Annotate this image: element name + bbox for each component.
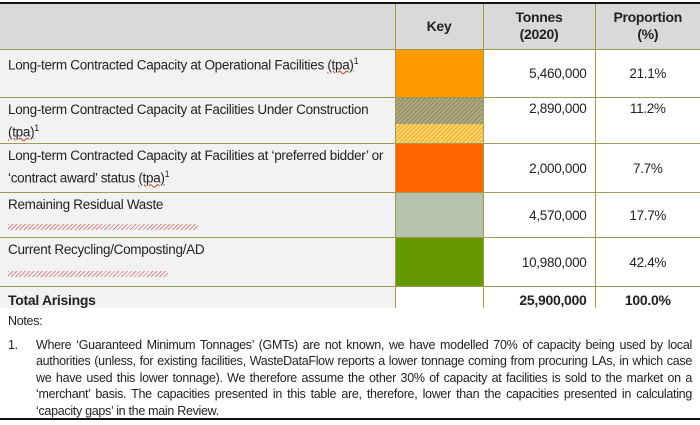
note-number: 1. xyxy=(8,337,18,352)
footnote-ref: 1 xyxy=(353,55,359,66)
key-swatch-hatched-lower xyxy=(395,123,483,143)
header-row: Key Tonnes (2020) Proportion (%) xyxy=(0,2,700,50)
header-proportion: Proportion (%) xyxy=(594,2,700,50)
row-label: Long-term Contracted Capacity at Facilit… xyxy=(0,143,396,193)
note-text: Where ‘Guaranteed Minimum Tonnages’ (GMT… xyxy=(36,337,692,418)
note-item: 1. Where ‘Guaranteed Minimum Tonnages’ (… xyxy=(8,337,692,420)
tonnes-cell: 10,980,000 xyxy=(482,237,596,287)
row-label: Long-term Contracted Capacity at Facilit… xyxy=(0,96,396,144)
tonnes-cell: 2,000,000 xyxy=(482,143,596,193)
proportion-cell: 17.7% xyxy=(594,192,700,238)
header-tonnes: Tonnes (2020) xyxy=(482,2,596,50)
label-unit: (tpa) xyxy=(138,170,165,186)
label-text: Long-term Contracted Capacity at Operati… xyxy=(8,57,328,72)
label-text: Long-term Contracted Capacity at Facilit… xyxy=(8,101,369,117)
key-swatch xyxy=(394,48,484,98)
table-row: Long-term Contracted Capacity at Operati… xyxy=(0,48,700,98)
tonnes-cell: 5,460,000 xyxy=(482,48,596,98)
proportion-cell: 21.1% xyxy=(594,48,700,98)
footnote-ref: 1 xyxy=(34,122,39,133)
key-swatch-hatched xyxy=(394,96,484,144)
notes-title: Notes: xyxy=(8,314,43,328)
notes-section: Notes: 1. Where ‘Guaranteed Minimum Tonn… xyxy=(0,308,700,420)
proportion-cell: 11.2% xyxy=(594,96,700,144)
proportion-cell: 42.4% xyxy=(594,237,700,287)
label-unit: (tpa) xyxy=(327,57,354,72)
label-text: Long-term Contracted Capacity at Facilit… xyxy=(8,148,384,186)
spellcheck-underline xyxy=(8,224,198,230)
table-row: Current Recycling/Composting/AD 10,980,0… xyxy=(0,237,700,287)
footnote-ref: 1 xyxy=(164,169,170,179)
key-swatch xyxy=(394,143,484,193)
key-swatch xyxy=(394,192,484,238)
spellcheck-underline xyxy=(8,271,168,277)
header-proportion-l2: (%) xyxy=(637,26,659,43)
label-unit: (tpa) xyxy=(8,124,35,139)
table-row: Remaining Residual Waste 4,570,000 17.7% xyxy=(0,192,700,238)
capacity-table: Key Tonnes (2020) Proportion (%) Long-term… xyxy=(0,2,700,314)
row-label: Long-term Contracted Capacity at Operati… xyxy=(0,48,396,98)
proportion-cell: 7.7% xyxy=(594,143,700,193)
tonnes-cell: 4,570,000 xyxy=(482,192,596,238)
row-label: Remaining Residual Waste xyxy=(0,192,396,238)
label-text: Current Recycling/Composting/AD xyxy=(8,242,205,257)
table-row: Long-term Contracted Capacity at Facilit… xyxy=(0,96,700,144)
header-proportion-l1: Proportion xyxy=(613,9,683,26)
key-swatch xyxy=(394,237,484,287)
header-tonnes-l2: (2020) xyxy=(519,26,559,43)
header-key: Key xyxy=(394,2,484,50)
header-tonnes-l1: Tonnes xyxy=(515,9,563,26)
header-label xyxy=(0,2,396,50)
tonnes-cell: 2,890,000 xyxy=(482,96,596,144)
label-text: Remaining Residual Waste xyxy=(8,197,164,212)
row-label: Current Recycling/Composting/AD xyxy=(0,237,396,287)
table-row: Long-term Contracted Capacity at Facilit… xyxy=(0,143,700,193)
total-label: Total Arisings xyxy=(0,286,396,314)
